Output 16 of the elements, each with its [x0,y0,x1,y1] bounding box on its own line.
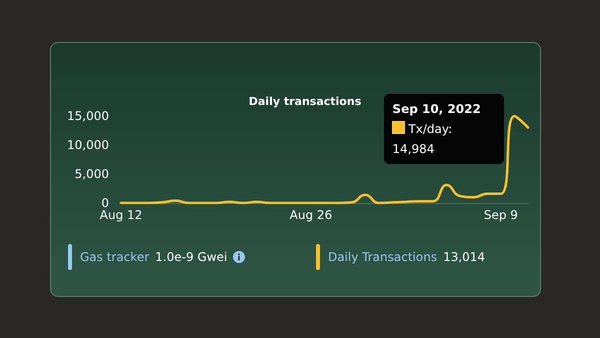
text: Daily Transactions [328,250,438,264]
line-series [120,114,530,204]
x-tick-label: Aug 12 [100,208,142,222]
y-tick-label: 0 [101,196,109,210]
annotation: Tx/day: 14,984 [392,121,454,158]
chart-title: Daily transactions [248,95,362,108]
tooltip-box: Sep 10, 2022 Tx/day: 14,984 [384,94,504,164]
x-tick-label: Sep 9 [484,208,518,222]
y-tick-label: 15,000 [67,109,109,123]
y-tick-label: 10,000 [67,138,109,152]
y-tick-label: 5,000 [74,167,109,181]
text: 1.0e-9 Gwei [155,250,228,264]
text: Gas tracker [80,250,150,264]
annotation: Sep 10, 2022 [392,101,482,118]
text: 13,014 [443,250,486,264]
x-tick-label: Aug 26 [290,208,332,222]
